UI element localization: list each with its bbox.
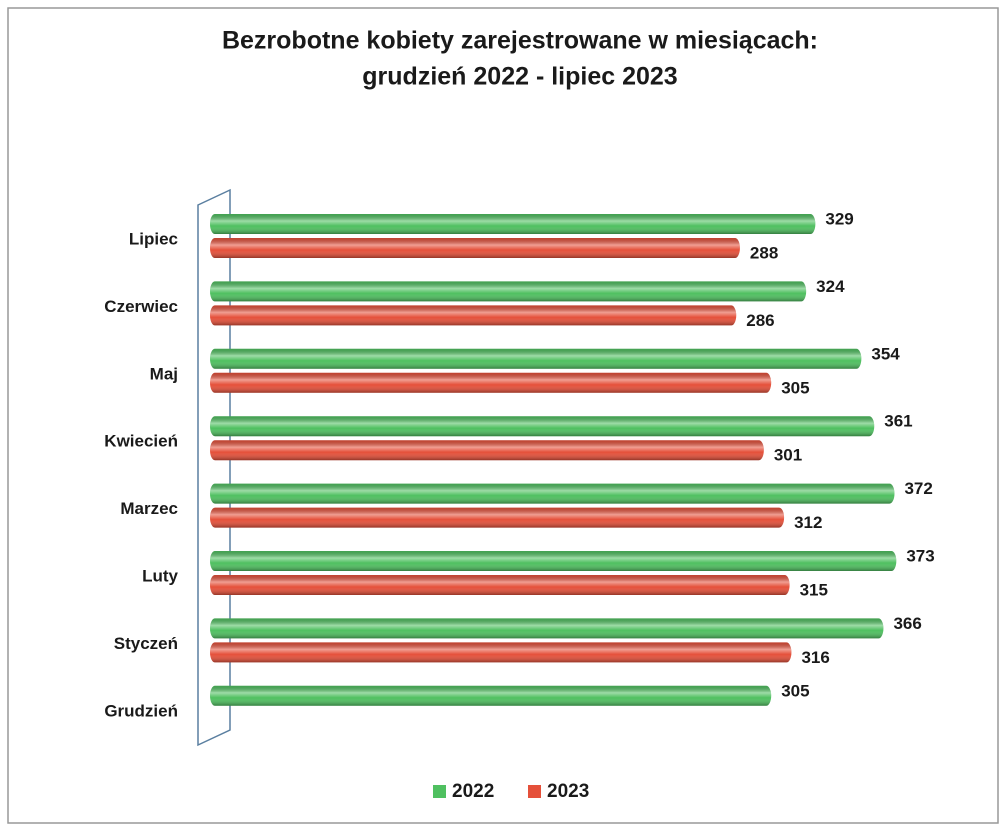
axis-wall [197,188,231,747]
y-tick-label: Luty [142,566,178,585]
data-label: 372 [904,479,932,498]
y-tick-label: Grudzień [104,701,178,720]
bar [210,214,816,234]
y-tick-label: Maj [150,364,178,383]
bar [210,305,737,326]
legend-label: 2022 [452,781,494,802]
y-tick-label: Lipiec [129,229,178,248]
bar [210,483,895,504]
data-label: 324 [816,277,845,296]
bar [210,416,875,437]
legend-label: 2023 [547,781,589,802]
data-label: 301 [774,446,802,465]
bar [210,551,897,571]
data-label: 312 [794,513,822,532]
legend-swatch [528,785,541,798]
bar [210,372,772,393]
chart-subtitle: grudzień 2022 - lipiec 2023 [362,63,677,91]
bar [210,507,785,528]
bar [210,348,862,369]
bar [210,238,740,258]
data-label: 286 [746,311,774,330]
data-label: 316 [801,648,829,667]
data-label: 354 [871,344,900,363]
bar [210,575,790,595]
frame [7,7,999,824]
bar [210,440,764,461]
y-tick-label: Kwiecień [104,432,178,451]
data-label: 361 [884,412,912,431]
chart-title: Bezrobotne kobiety zarejestrowane w mies… [222,27,818,55]
data-label: 366 [893,614,921,633]
data-label: 305 [781,378,809,397]
y-tick-label: Marzec [120,499,178,518]
bar [210,281,807,302]
legend-swatch [433,785,446,798]
data-label: 315 [800,580,828,599]
bar [210,642,792,663]
y-tick-label: Styczeń [114,634,178,653]
data-label: 305 [781,681,809,700]
data-label: 329 [825,209,853,228]
bar [210,618,884,639]
y-tick-label: Czerwiec [104,297,178,316]
data-label: 373 [906,546,934,565]
data-label: 288 [750,243,778,262]
bar [210,685,772,706]
